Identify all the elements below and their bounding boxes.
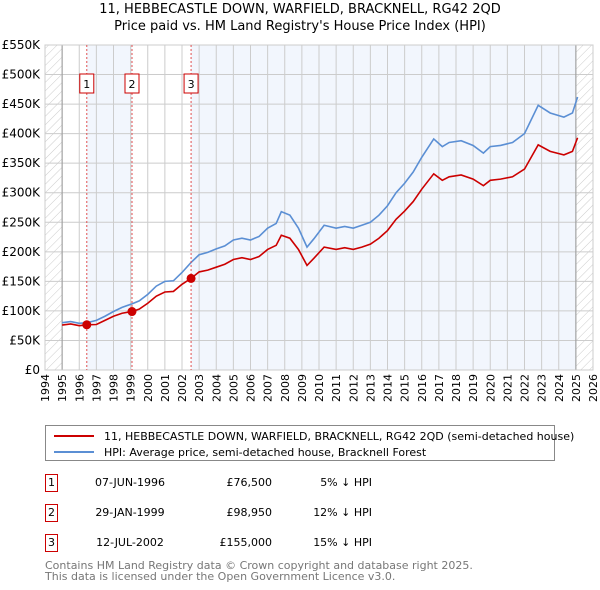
x-tick-label: 2024 [553,374,566,402]
y-tick-label: £500K [2,68,42,82]
sale-date: 12-JUL-2002 [96,536,164,549]
y-tick-label: £350K [2,156,42,170]
hatched-region [45,45,63,370]
y-tick-label: £450K [2,97,42,111]
x-tick-label: 1994 [39,374,52,402]
sale-row: 1 07-JUN-1996 £76,500 5% ↓ HPI [45,474,445,494]
shaded-period [191,45,576,370]
x-tick-label: 2011 [330,374,343,402]
y-tick-label: £400K [2,127,42,141]
sale-number-label: 1 [83,78,90,91]
sale-point [186,273,196,283]
sale-number-badge: 1 [45,474,58,492]
footer: Contains HM Land Registry data © Crown c… [45,560,473,582]
licence-text: This data is licensed under the Open Gov… [45,570,396,583]
x-tick-label: 2010 [313,374,326,402]
legend-item-hpi: HPI: Average price, semi-detached house,… [54,444,426,460]
sale-price: £155,000 [219,536,273,549]
sale-price: £76,500 [226,476,273,489]
copyright-text: Contains HM Land Registry data © Crown c… [45,559,473,572]
chart-title: 11, HEBBECASTLE DOWN, WARFIELD, BRACKNEL… [99,2,501,17]
blue-line-swatch [54,451,94,453]
x-tick-label: 1995 [56,374,69,402]
x-tick-label: 1996 [73,374,86,402]
sale-row: 2 29-JAN-1999 £98,950 12% ↓ HPI [45,504,445,524]
x-tick-label: 2014 [382,374,395,402]
x-tick-label: 2013 [364,374,377,402]
x-tick-label: 2020 [484,374,497,402]
sale-number-badge: 3 [45,534,58,552]
x-tick-label: 2002 [176,374,189,402]
x-tick-label: 2017 [433,374,446,402]
x-tick-label: 2006 [245,374,258,402]
x-tick-label: 2003 [193,374,206,402]
sale-number-box [183,73,199,94]
price-chart: £0 £50K £100K £150K £200K £250K £300K £350K £400… [2,38,600,402]
chart-subtitle: Price paid vs. HM Land Registry's House … [114,19,486,34]
y-tick-label: £0 [25,363,40,377]
x-tick-label: 2001 [159,374,172,402]
sale-hpi-diff: 12% ↓ HPI [313,506,372,519]
series-line [62,96,579,325]
x-tick-label: 2025 [570,374,583,402]
legend-item-property: 11, HEBBECASTLE DOWN, WARFIELD, BRACKNEL… [54,428,574,444]
y-tick-label: £550K [2,38,42,52]
series-line [62,137,579,327]
x-tick-label: 2022 [519,374,532,402]
x-tick-label: 1999 [125,374,138,402]
y-tick-label: £50K [9,333,41,347]
sale-point [127,307,137,317]
x-tick-label: 2007 [262,374,275,402]
shaded-period [86,45,132,370]
x-tick-label: 2018 [450,374,463,402]
y-tick-label: £150K [2,274,42,288]
plot-frame [44,44,594,371]
x-tick-label: 2021 [501,374,514,402]
x-tick-label: 2026 [587,374,600,402]
y-tick-label: £200K [2,245,42,259]
x-tick-label: 2019 [467,374,480,402]
sale-number-label: 2 [128,78,135,91]
sale-date: 29-JAN-1999 [95,506,165,519]
x-tick-label: 2004 [210,374,223,402]
red-line-swatch [54,435,94,437]
sale-date: 07-JUN-1996 [94,476,166,489]
y-tick-label: £100K [2,304,42,318]
legend-label: HPI: Average price, semi-detached house,… [104,445,427,459]
x-tick-label: 1997 [90,374,103,402]
x-tick-label: 2023 [536,374,549,402]
hatched-region [575,45,593,370]
sale-hpi-diff: 5% ↓ HPI [320,476,372,489]
y-tick-label: £300K [2,186,42,200]
x-tick-label: 2005 [227,374,240,402]
x-tick-label: 2015 [399,374,412,402]
y-tick-label: £250K [2,215,42,229]
x-tick-label: 2009 [296,374,309,402]
sale-hpi-diff: 15% ↓ HPI [313,536,372,549]
sale-number-badge: 2 [45,504,58,522]
sale-number-label: 3 [188,78,195,91]
x-tick-label: 2008 [279,374,292,402]
sale-price: £98,950 [226,506,273,519]
legend: 11, HEBBECASTLE DOWN, WARFIELD, BRACKNEL… [45,425,574,461]
legend-label: 11, HEBBECASTLE DOWN, WARFIELD, BRACKNEL… [104,429,575,443]
x-tick-label: 1998 [108,374,121,402]
x-tick-label: 2016 [416,374,429,402]
x-tick-label: 2012 [347,374,360,402]
sale-point [82,320,92,330]
sale-row: 3 12-JUL-2002 £155,000 15% ↓ HPI [45,534,445,554]
x-tick-label: 2000 [142,374,155,402]
sale-number-box [79,73,95,94]
sale-number-box [124,73,140,94]
